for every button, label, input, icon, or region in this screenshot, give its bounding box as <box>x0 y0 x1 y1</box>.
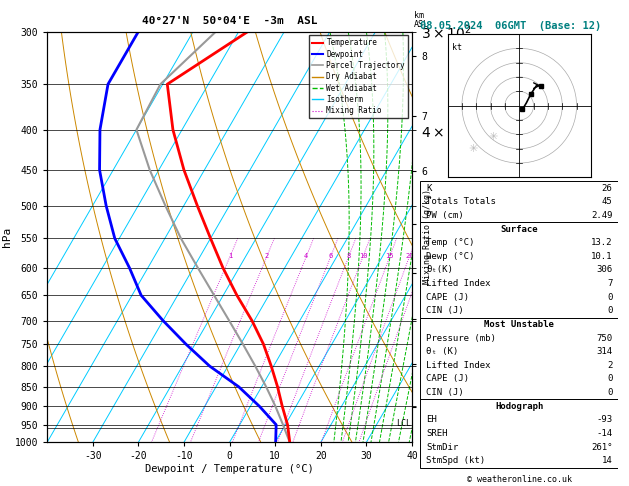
Text: CAPE (J): CAPE (J) <box>426 375 469 383</box>
Bar <box>420 318 618 399</box>
Text: CAPE (J): CAPE (J) <box>426 293 469 302</box>
Bar <box>420 181 618 222</box>
Text: LCL: LCL <box>396 419 411 428</box>
Text: 0: 0 <box>607 388 613 397</box>
Text: 2: 2 <box>607 361 613 370</box>
Text: © weatheronline.co.uk: © weatheronline.co.uk <box>467 474 572 484</box>
Text: 750: 750 <box>596 333 613 343</box>
Text: km
ASL: km ASL <box>414 11 429 29</box>
Text: Pressure (mb): Pressure (mb) <box>426 333 496 343</box>
Text: 14: 14 <box>601 456 613 465</box>
Text: -93: -93 <box>596 416 613 424</box>
Text: 306: 306 <box>596 265 613 275</box>
Legend: Temperature, Dewpoint, Parcel Trajectory, Dry Adiabat, Wet Adiabat, Isotherm, Mi: Temperature, Dewpoint, Parcel Trajectory… <box>309 35 408 118</box>
Text: 15: 15 <box>386 254 394 260</box>
Text: 10: 10 <box>359 254 367 260</box>
Text: Lifted Index: Lifted Index <box>426 361 491 370</box>
Text: 2: 2 <box>265 254 269 260</box>
Text: θₜ (K): θₜ (K) <box>426 347 459 356</box>
Text: 7: 7 <box>607 279 613 288</box>
Text: 08.05.2024  06GMT  (Base: 12): 08.05.2024 06GMT (Base: 12) <box>420 21 601 31</box>
Text: 8: 8 <box>347 254 351 260</box>
Bar <box>420 222 618 318</box>
Bar <box>420 399 618 468</box>
Text: 45: 45 <box>601 197 613 206</box>
Text: EH: EH <box>426 416 437 424</box>
Text: ✳: ✳ <box>489 132 498 142</box>
X-axis label: Dewpoint / Temperature (°C): Dewpoint / Temperature (°C) <box>145 464 314 474</box>
Text: θₜ(K): θₜ(K) <box>426 265 453 275</box>
Text: StmDir: StmDir <box>426 443 459 451</box>
Text: Lifted Index: Lifted Index <box>426 279 491 288</box>
Text: Surface: Surface <box>501 225 538 234</box>
Text: Hodograph: Hodograph <box>495 402 543 411</box>
Text: 26: 26 <box>601 184 613 192</box>
Text: 13.2: 13.2 <box>591 238 613 247</box>
Text: SREH: SREH <box>426 429 448 438</box>
Text: 40°27'N  50°04'E  -3m  ASL: 40°27'N 50°04'E -3m ASL <box>142 16 318 26</box>
Text: 20: 20 <box>405 254 414 260</box>
Text: ✳: ✳ <box>469 144 478 154</box>
Y-axis label: hPa: hPa <box>2 227 12 247</box>
Text: CIN (J): CIN (J) <box>426 388 464 397</box>
Text: Most Unstable: Most Unstable <box>484 320 554 329</box>
Text: 0: 0 <box>607 306 613 315</box>
Text: 10.1: 10.1 <box>591 252 613 261</box>
Text: K: K <box>426 184 431 192</box>
Text: CIN (J): CIN (J) <box>426 306 464 315</box>
Text: 261°: 261° <box>591 443 613 451</box>
Text: 1: 1 <box>228 254 232 260</box>
Text: StmSpd (kt): StmSpd (kt) <box>426 456 485 465</box>
Text: 0: 0 <box>607 375 613 383</box>
Text: -14: -14 <box>596 429 613 438</box>
Text: kt: kt <box>452 43 462 52</box>
Text: 4: 4 <box>304 254 308 260</box>
Text: Mixing Ratio (g/kg): Mixing Ratio (g/kg) <box>423 190 432 284</box>
Text: Temp (°C): Temp (°C) <box>426 238 474 247</box>
Text: Dewp (°C): Dewp (°C) <box>426 252 474 261</box>
Text: 314: 314 <box>596 347 613 356</box>
Text: 2.49: 2.49 <box>591 211 613 220</box>
Text: Totals Totals: Totals Totals <box>426 197 496 206</box>
Text: PW (cm): PW (cm) <box>426 211 464 220</box>
Text: 0: 0 <box>607 293 613 302</box>
Text: 6: 6 <box>328 254 333 260</box>
